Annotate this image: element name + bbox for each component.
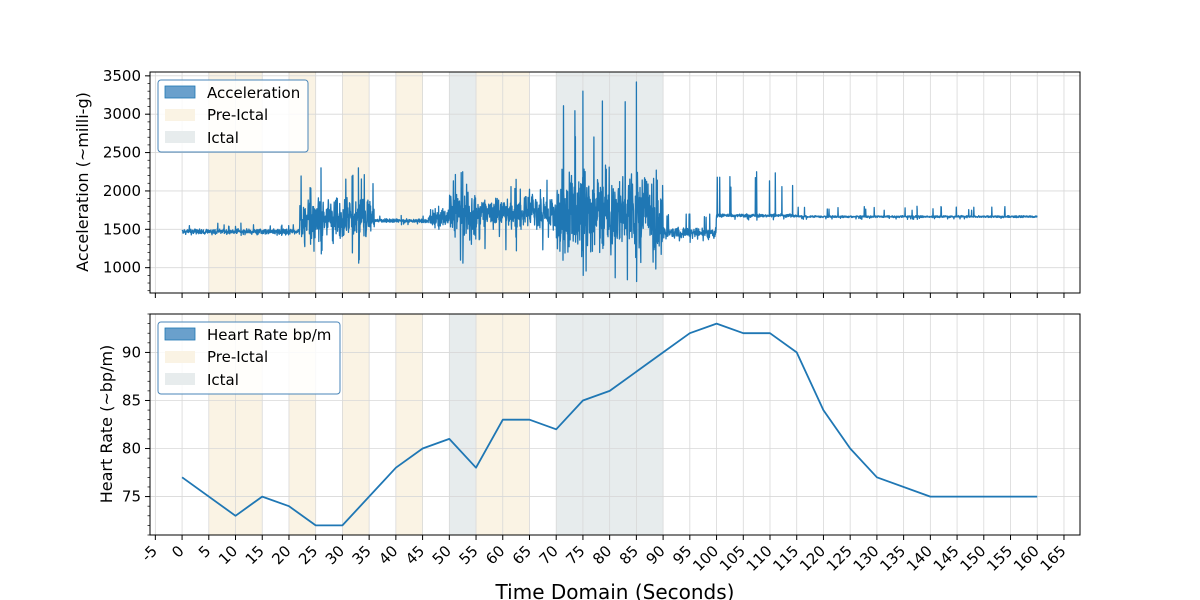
- heart-rate-y-tick-label: 75: [122, 488, 141, 506]
- x-tick-label: 60: [482, 542, 508, 568]
- acceleration-y-tick-label: 3500: [103, 67, 141, 85]
- heart-rate-legend-label-ictal: Ictal: [207, 371, 239, 389]
- acceleration-plot-frame: [149, 71, 1081, 294]
- acceleration-legend-swatch-pre-ictal: [165, 109, 195, 121]
- x-tick-label: 100: [689, 542, 722, 575]
- acceleration-legend-label-pre-ictal: Pre-Ictal: [207, 106, 268, 124]
- acceleration-legend: Acceleration Pre-Ictal Ictal: [157, 79, 309, 153]
- x-tick-label: 130: [850, 542, 883, 575]
- x-tick-label: 0: [168, 542, 187, 561]
- heart-rate-pre-ictal-region: [395, 314, 423, 535]
- x-tick-label: 80: [589, 542, 615, 568]
- x-tick-label: 110: [743, 542, 776, 575]
- x-tick-label: 10: [215, 542, 241, 568]
- x-tick-label: 70: [536, 542, 562, 568]
- heart-rate-legend-box: [157, 321, 341, 395]
- x-tick-label: 125: [823, 542, 856, 575]
- heart-rate-legend-label-pre-ictal: Pre-Ictal: [207, 348, 268, 366]
- heart-rate-legend-swatch-line: [164, 327, 196, 341]
- heart-rate-ictal-region: [449, 314, 477, 535]
- acceleration-y-axis-label: Acceleration (~milli-g): [73, 92, 92, 272]
- heart-rate-y-axis-label: Heart Rate (~bp/m): [97, 345, 116, 504]
- acceleration-series: [181, 81, 1038, 283]
- heart-rate-legend-label-heart-rate: Heart Rate bp/m: [207, 326, 331, 344]
- x-tick-label: 85: [616, 542, 642, 568]
- acceleration-x-axis: [154, 293, 1065, 298]
- acceleration-y-tick-label: 2000: [103, 182, 141, 200]
- heart-rate-pre-ictal-region: [342, 314, 370, 535]
- acceleration-chart: 1000 1500 2000 2500 3000 3500 Acceleration (~…: [73, 67, 1081, 298]
- x-tick-label: 55: [455, 542, 481, 568]
- heart-rate-legend: Heart Rate bp/m Pre-Ictal Ictal: [157, 321, 341, 395]
- x-tick-label: 35: [349, 542, 375, 568]
- x-tick-label: 40: [375, 542, 401, 568]
- x-tick-label: 50: [429, 542, 455, 568]
- acceleration-legend-swatch-line: [164, 85, 196, 99]
- x-tick-label: 90: [643, 542, 669, 568]
- x-tick-label: 45: [402, 542, 428, 568]
- x-tick-label: 145: [930, 542, 963, 575]
- heart-rate-series: [181, 322, 1038, 527]
- x-axis-title: Time Domain (Seconds): [495, 580, 735, 600]
- x-tick-label: 30: [322, 542, 348, 568]
- acceleration-series-line: [181, 81, 1038, 283]
- acceleration-y-tick-label: 3000: [103, 105, 141, 123]
- x-tick-label: 155: [983, 542, 1016, 575]
- acceleration-pre-ictal-region: [395, 72, 423, 293]
- x-tick-label: 65: [509, 542, 535, 568]
- x-tick-label: 5: [195, 542, 214, 561]
- x-tick-label: 25: [295, 542, 321, 568]
- x-tick-label: 15: [242, 542, 268, 568]
- x-tick-label: -5: [138, 542, 161, 565]
- x-tick-label: 135: [876, 542, 909, 575]
- x-tick-label: 20: [268, 542, 294, 568]
- heart-rate-y-tick-label: 90: [122, 343, 141, 361]
- heart-rate-legend-swatch-ictal: [165, 373, 195, 385]
- x-tick-label: 140: [903, 542, 936, 575]
- heart-rate-legend-swatch-pre-ictal: [165, 351, 195, 363]
- x-tick-label: 75: [562, 542, 588, 568]
- acceleration-legend-box: [157, 79, 309, 153]
- heart-rate-y-axis: 75 80 85 90: [122, 313, 150, 536]
- heart-rate-series-line: [181, 322, 1038, 527]
- x-tick-label: 105: [716, 542, 749, 575]
- heart-rate-y-tick-label: 85: [122, 391, 141, 409]
- x-tick-label: 120: [796, 542, 829, 575]
- acceleration-legend-label-acceleration: Acceleration: [207, 84, 300, 102]
- acceleration-y-tick-label: 2500: [103, 144, 141, 162]
- acceleration-y-axis: 1000 1500 2000 2500 3000 3500: [103, 67, 150, 292]
- heart-rate-y-tick-label: 80: [122, 440, 141, 458]
- x-tick-label: 160: [1010, 542, 1043, 575]
- acceleration-legend-swatch-ictal: [165, 131, 195, 143]
- x-tick-label: 150: [956, 542, 989, 575]
- acceleration-y-tick-label: 1000: [103, 259, 141, 277]
- heart-rate-x-axis: -5 0 5 10 15 20 25 30 35 40 45 50 55 60 65 70 75 80 85 90 95…: [138, 535, 1070, 575]
- acceleration-legend-label-ictal: Ictal: [207, 129, 239, 147]
- x-tick-label: 165: [1037, 542, 1070, 575]
- x-tick-label: 115: [769, 542, 802, 575]
- acceleration-y-tick-label: 1500: [103, 220, 141, 238]
- heart-rate-plot-frame: [149, 313, 1081, 536]
